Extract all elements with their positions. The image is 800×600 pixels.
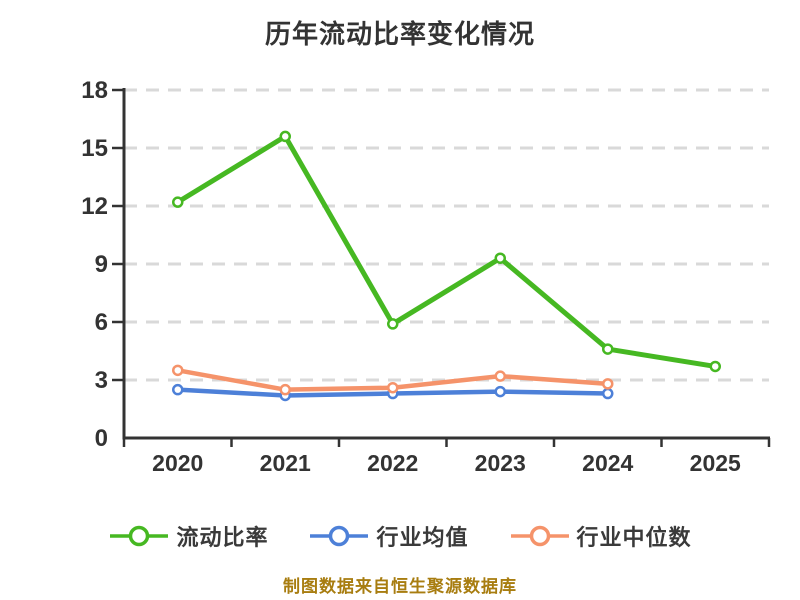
y-tick-label: 18 bbox=[81, 77, 108, 104]
x-tick-label: 2021 bbox=[260, 450, 311, 476]
legend-label: 流动比率 bbox=[176, 525, 269, 550]
legend-item-industry-mean: 行业均值 bbox=[308, 520, 468, 552]
legend-marker-icon bbox=[110, 525, 169, 547]
chart-title: 历年流动比率变化情况 bbox=[264, 19, 535, 49]
data-point-marker bbox=[602, 378, 614, 390]
data-point-marker bbox=[494, 385, 506, 398]
data-point-marker bbox=[494, 252, 506, 264]
legend-label: 行业均值 bbox=[376, 525, 469, 550]
legend-marker-icon bbox=[310, 525, 369, 547]
x-tick-label: 2025 bbox=[690, 450, 741, 476]
y-tick-label: 12 bbox=[81, 193, 108, 220]
data-point-marker bbox=[387, 381, 399, 394]
data-point-marker bbox=[602, 387, 614, 400]
data-point-marker bbox=[602, 343, 614, 355]
y-tick-label: 0 bbox=[95, 425, 108, 452]
x-tick-label: 2022 bbox=[367, 450, 418, 476]
y-tick-label: 9 bbox=[95, 251, 108, 278]
legend-item-liquidity-ratio: 流动比率 bbox=[108, 520, 268, 552]
data-point-marker bbox=[709, 360, 721, 373]
series-line-0 bbox=[176, 133, 716, 369]
legend: 流动比率 行业均值 行业中位数 bbox=[0, 514, 800, 558]
data-source-caption: 制图数据来自恒生聚源数据库 bbox=[283, 577, 517, 596]
y-tick-label: 6 bbox=[95, 309, 108, 336]
data-point-marker bbox=[494, 370, 506, 382]
x-tick-label: 2020 bbox=[152, 450, 203, 476]
data-point-marker bbox=[172, 383, 184, 396]
y-tick-label: 15 bbox=[81, 135, 108, 162]
data-point-marker bbox=[279, 130, 291, 143]
legend-label: 行业中位数 bbox=[576, 525, 692, 550]
data-point-marker bbox=[279, 383, 291, 396]
data-point-marker bbox=[172, 196, 184, 208]
y-tick-label: 3 bbox=[95, 367, 108, 394]
data-point-marker bbox=[387, 318, 399, 330]
x-tick-label: 2024 bbox=[582, 450, 633, 476]
legend-marker-icon bbox=[510, 525, 569, 547]
legend-item-industry-median: 行业中位数 bbox=[509, 520, 692, 552]
x-tick-label: 2023 bbox=[475, 450, 526, 476]
data-point-marker bbox=[172, 364, 184, 377]
